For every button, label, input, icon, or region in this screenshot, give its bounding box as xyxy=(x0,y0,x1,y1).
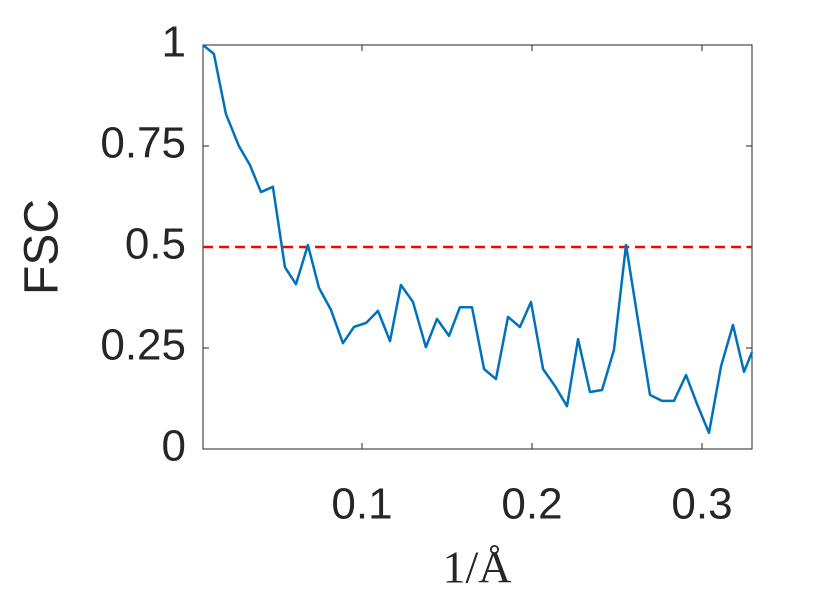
x-axis-label: 1/Å xyxy=(443,542,512,593)
y-tick-label: 0.75 xyxy=(100,119,186,168)
x-tick-label: 0.3 xyxy=(671,480,732,529)
y-tick-label: 0.25 xyxy=(100,321,186,370)
y-axis-label: FSC xyxy=(16,199,69,295)
x-tick-label: 0.2 xyxy=(501,480,562,529)
y-tick-label: 1 xyxy=(162,18,186,67)
y-tick-label: 0 xyxy=(162,422,186,471)
y-tick-label: 0.5 xyxy=(125,220,186,269)
x-tick-label: 0.1 xyxy=(331,480,392,529)
data-line xyxy=(202,44,754,435)
